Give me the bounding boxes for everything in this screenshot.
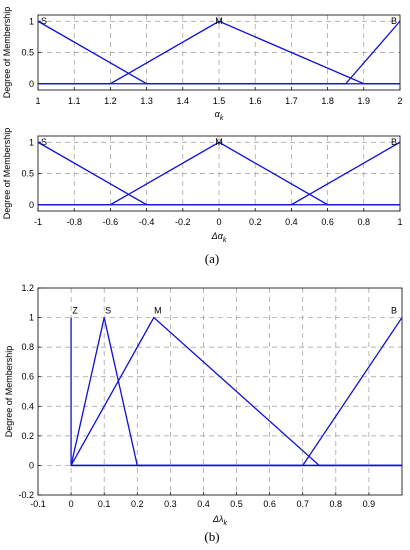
x-tick-label: 1.1 xyxy=(68,96,81,106)
x-tick-label: -0.6 xyxy=(103,217,119,227)
x-tick-label: 2 xyxy=(397,96,402,106)
x-tick-label: -0.2 xyxy=(175,217,191,227)
mf-label-S: S xyxy=(105,306,111,316)
mf-label-S: S xyxy=(41,137,47,147)
x-tick-label: -1 xyxy=(34,217,42,227)
y-tick-label: 1 xyxy=(29,313,34,323)
chart-delta-alpha-membership: -1 -0.8 -0.6 -0.4 -0.2 0 0.2 0.4 0.6 0.8 1 0 0.5 1 Deg… xyxy=(2,128,403,244)
mf-label-M: M xyxy=(215,137,223,147)
x-tick-label: 1.9 xyxy=(358,96,371,106)
x-tick-label: -0.1 xyxy=(30,499,46,509)
x-tick-label: 0.8 xyxy=(358,217,371,227)
x-tick-label: 0.5 xyxy=(230,499,243,509)
y-tick-label: 1.2 xyxy=(21,283,34,293)
mf-line-B xyxy=(38,20,401,85)
mf-line-B xyxy=(38,141,401,206)
y-tick-label: 0.8 xyxy=(21,342,34,352)
x-tick-label: 1.8 xyxy=(321,96,334,106)
y-tick-label: 0.2 xyxy=(21,431,34,441)
x-tick-label: 0 xyxy=(69,499,74,509)
x-tick-label: 0.6 xyxy=(321,217,334,227)
x-tick-label: 0 xyxy=(216,217,221,227)
x-tick-label: 1 xyxy=(397,217,402,227)
x-axis-label: αk xyxy=(215,109,224,122)
x-tick-label: 0.3 xyxy=(164,499,177,509)
y-tick-label: 0 xyxy=(29,460,34,470)
plot-frame xyxy=(37,287,403,496)
y-tick-label: 1 xyxy=(29,16,34,26)
x-tick-label: 1.4 xyxy=(177,96,190,106)
mf-label-M: M xyxy=(215,16,223,26)
x-tick-label: 1.6 xyxy=(249,96,262,106)
mf-line-M xyxy=(70,316,402,467)
y-axis-label: Degree of Membership xyxy=(2,128,12,220)
x-tick-label: 1 xyxy=(35,96,40,106)
x-tick-label: 0.2 xyxy=(131,499,144,509)
mf-label-Z: Z xyxy=(72,306,78,316)
mf-label-B: B xyxy=(391,16,397,26)
y-axis-label: Degree of Membership xyxy=(2,7,12,99)
y-tick-label: 0 xyxy=(29,200,34,210)
x-tick-label: 0.4 xyxy=(197,499,210,509)
x-tick-label: 1.3 xyxy=(140,96,153,106)
mf-label-S: S xyxy=(41,16,47,26)
panel-label-a: (a) xyxy=(205,251,219,266)
x-tick-label: 0.2 xyxy=(249,217,262,227)
mf-label-M: M xyxy=(154,306,162,316)
x-tick-label: 0.6 xyxy=(263,499,276,509)
y-tick-label: 0.5 xyxy=(21,169,34,179)
x-tick-label: 0.9 xyxy=(363,499,376,509)
chart-alpha-membership: 1 1.1 1.2 1.3 1.4 1.5 1.6 1.7 1.8 1.9 2 0 0.5 1 Degree… xyxy=(2,7,403,122)
x-tick-label: -0.4 xyxy=(139,217,155,227)
y-tick-label: 0.4 xyxy=(21,401,34,411)
x-axis-label: Δαk xyxy=(211,231,227,244)
x-tick-label: 1.2 xyxy=(104,96,117,106)
x-axis-label: Δλk xyxy=(212,514,227,527)
x-tick-label: 0.4 xyxy=(285,217,298,227)
x-tick-label: -0.8 xyxy=(66,217,82,227)
x-tick-label: 0.7 xyxy=(296,499,309,509)
chart-delta-lambda-membership: -0.1 0 0.1 0.2 0.3 0.4 0.5 0.6 0.7 0.8 0.9 -0.2 0 0.2… xyxy=(4,283,403,527)
mf-label-B: B xyxy=(391,306,397,316)
x-tick-label: 0.1 xyxy=(98,499,111,509)
y-tick-label: 0.6 xyxy=(21,372,34,382)
x-tick-label: 0.8 xyxy=(330,499,343,509)
y-tick-label: 1 xyxy=(29,137,34,147)
mf-label-B: B xyxy=(391,137,397,147)
x-tick-label: 1.7 xyxy=(285,96,298,106)
x-tick-label: 1.5 xyxy=(213,96,226,106)
mf-line-B xyxy=(71,317,403,467)
y-tick-label: 0.5 xyxy=(21,48,34,58)
y-tick-label: -0.2 xyxy=(18,490,34,500)
y-tick-label: 0 xyxy=(29,79,34,89)
y-axis-label: Degree of Membership xyxy=(4,346,14,438)
panel-label-b: (b) xyxy=(204,529,219,544)
